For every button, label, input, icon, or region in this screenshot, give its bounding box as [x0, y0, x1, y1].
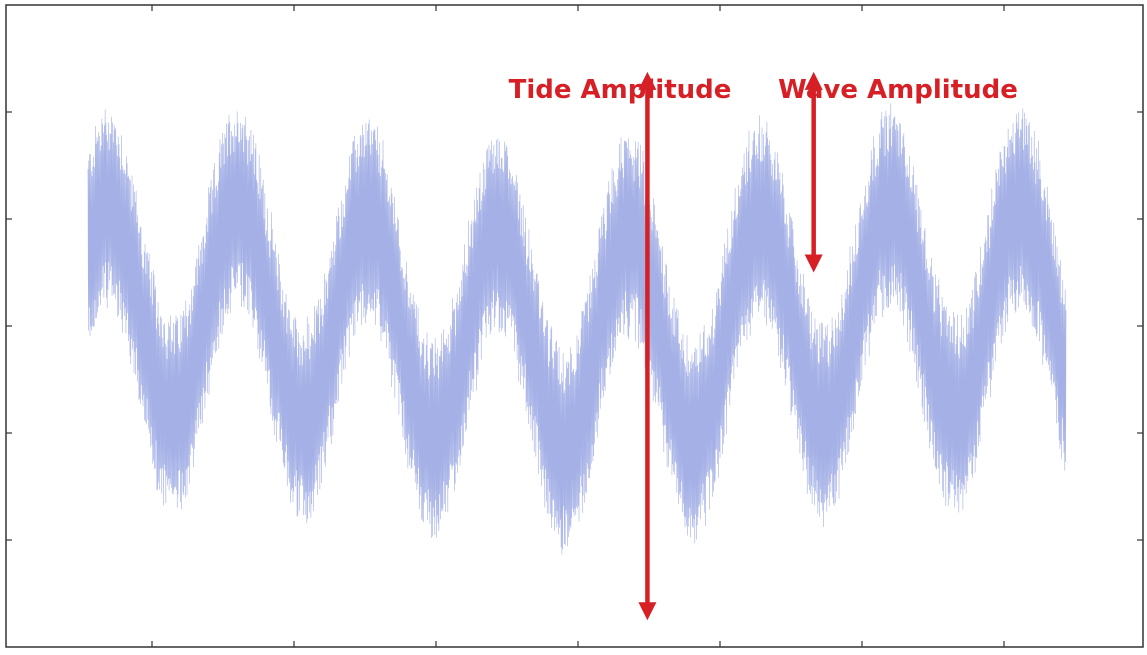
- signal-line: [87, 103, 1067, 555]
- wave-amplitude-arrow-head-top: [804, 71, 823, 90]
- tide-amplitude-annotation: Tide Amplitude: [509, 71, 732, 621]
- tide-amplitude-arrow-head-bottom: [638, 602, 657, 621]
- wave-amplitude-annotation: Wave Amplitude: [778, 71, 1018, 273]
- signal-series: [87, 103, 1067, 555]
- axis-ticks: [6, 5, 1143, 647]
- wave-amplitude-label: Wave Amplitude: [778, 75, 1018, 105]
- wave-amplitude-arrow-head-bottom: [804, 254, 823, 273]
- tide-amplitude-label: Tide Amplitude: [509, 75, 732, 105]
- annotations: Tide Amplitude Wave Amplitude: [509, 71, 1018, 621]
- tide-amplitude-arrow-head-top: [638, 71, 657, 90]
